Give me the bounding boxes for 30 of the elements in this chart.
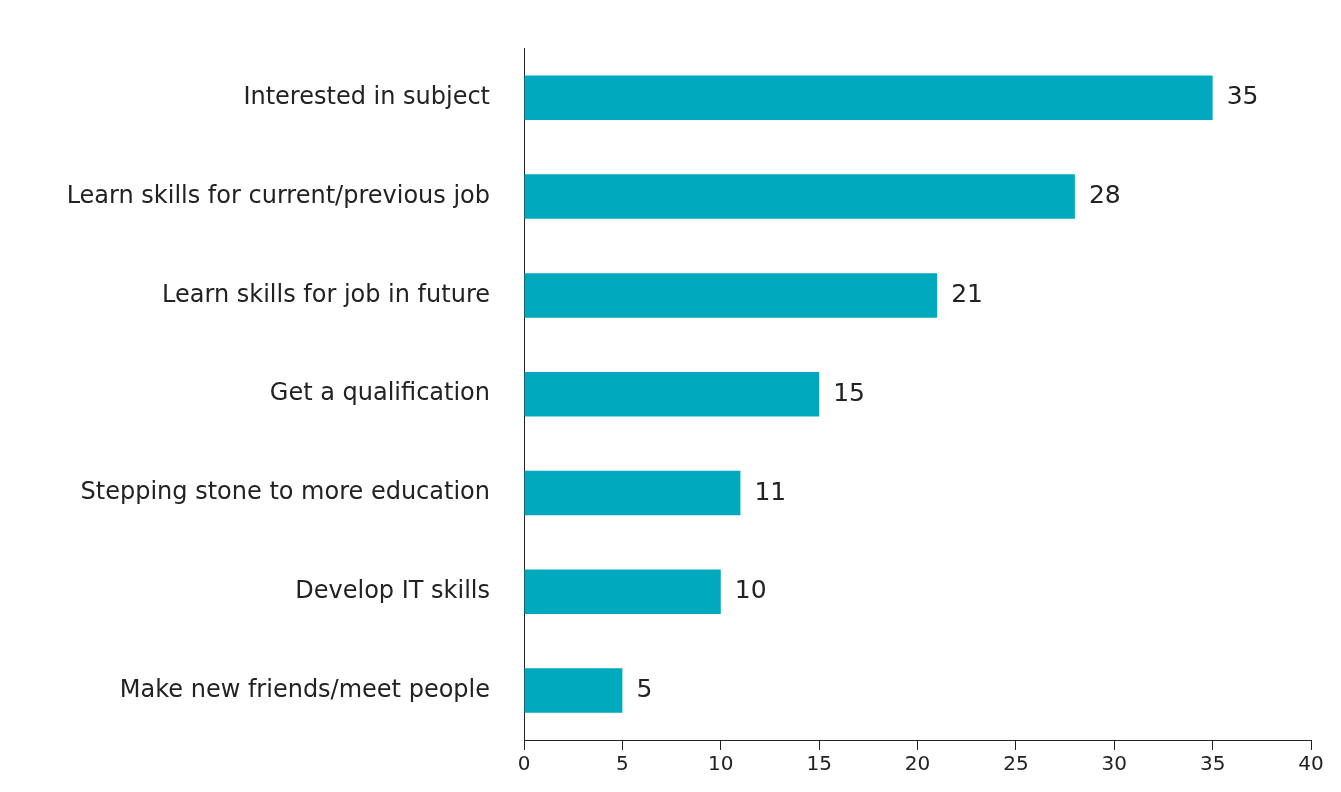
x-tick-label: 0 [517,751,531,776]
x-tick-label: 25 [1003,751,1029,776]
data-label: 10 [734,575,767,605]
bar [524,569,721,615]
y-tick-label: Learn skills for current/previous job [66,180,490,209]
y-tick-label: Make new friends/meet people [119,674,490,703]
y-tick-label: Learn skills for job in future [162,279,490,308]
bar [524,174,1075,219]
bar [524,273,938,318]
data-label: 21 [951,278,983,308]
data-label: 15 [833,377,865,407]
x-tick-label: 20 [904,751,931,776]
y-tick-label: Interested in subject [243,82,490,111]
x-tick-label: 30 [1101,751,1127,776]
bar [524,75,1213,121]
bar [524,470,741,516]
bar [524,668,623,713]
x-tick-label: 35 [1199,751,1226,776]
y-tick-label: Develop IT skills [295,576,490,605]
data-label: 5 [636,674,653,704]
x-tick-label: 15 [806,751,832,776]
bar [524,371,820,417]
data-label: 35 [1226,81,1259,111]
data-label: 28 [1088,180,1121,210]
y-tick-label: Get a qualification [269,378,490,407]
x-tick-label: 40 [1298,751,1324,776]
data-label: 11 [754,476,787,506]
x-tick-label: 5 [616,751,629,776]
x-tick-label: 10 [708,751,734,776]
y-tick-label: Stepping stone to more education [80,477,490,506]
